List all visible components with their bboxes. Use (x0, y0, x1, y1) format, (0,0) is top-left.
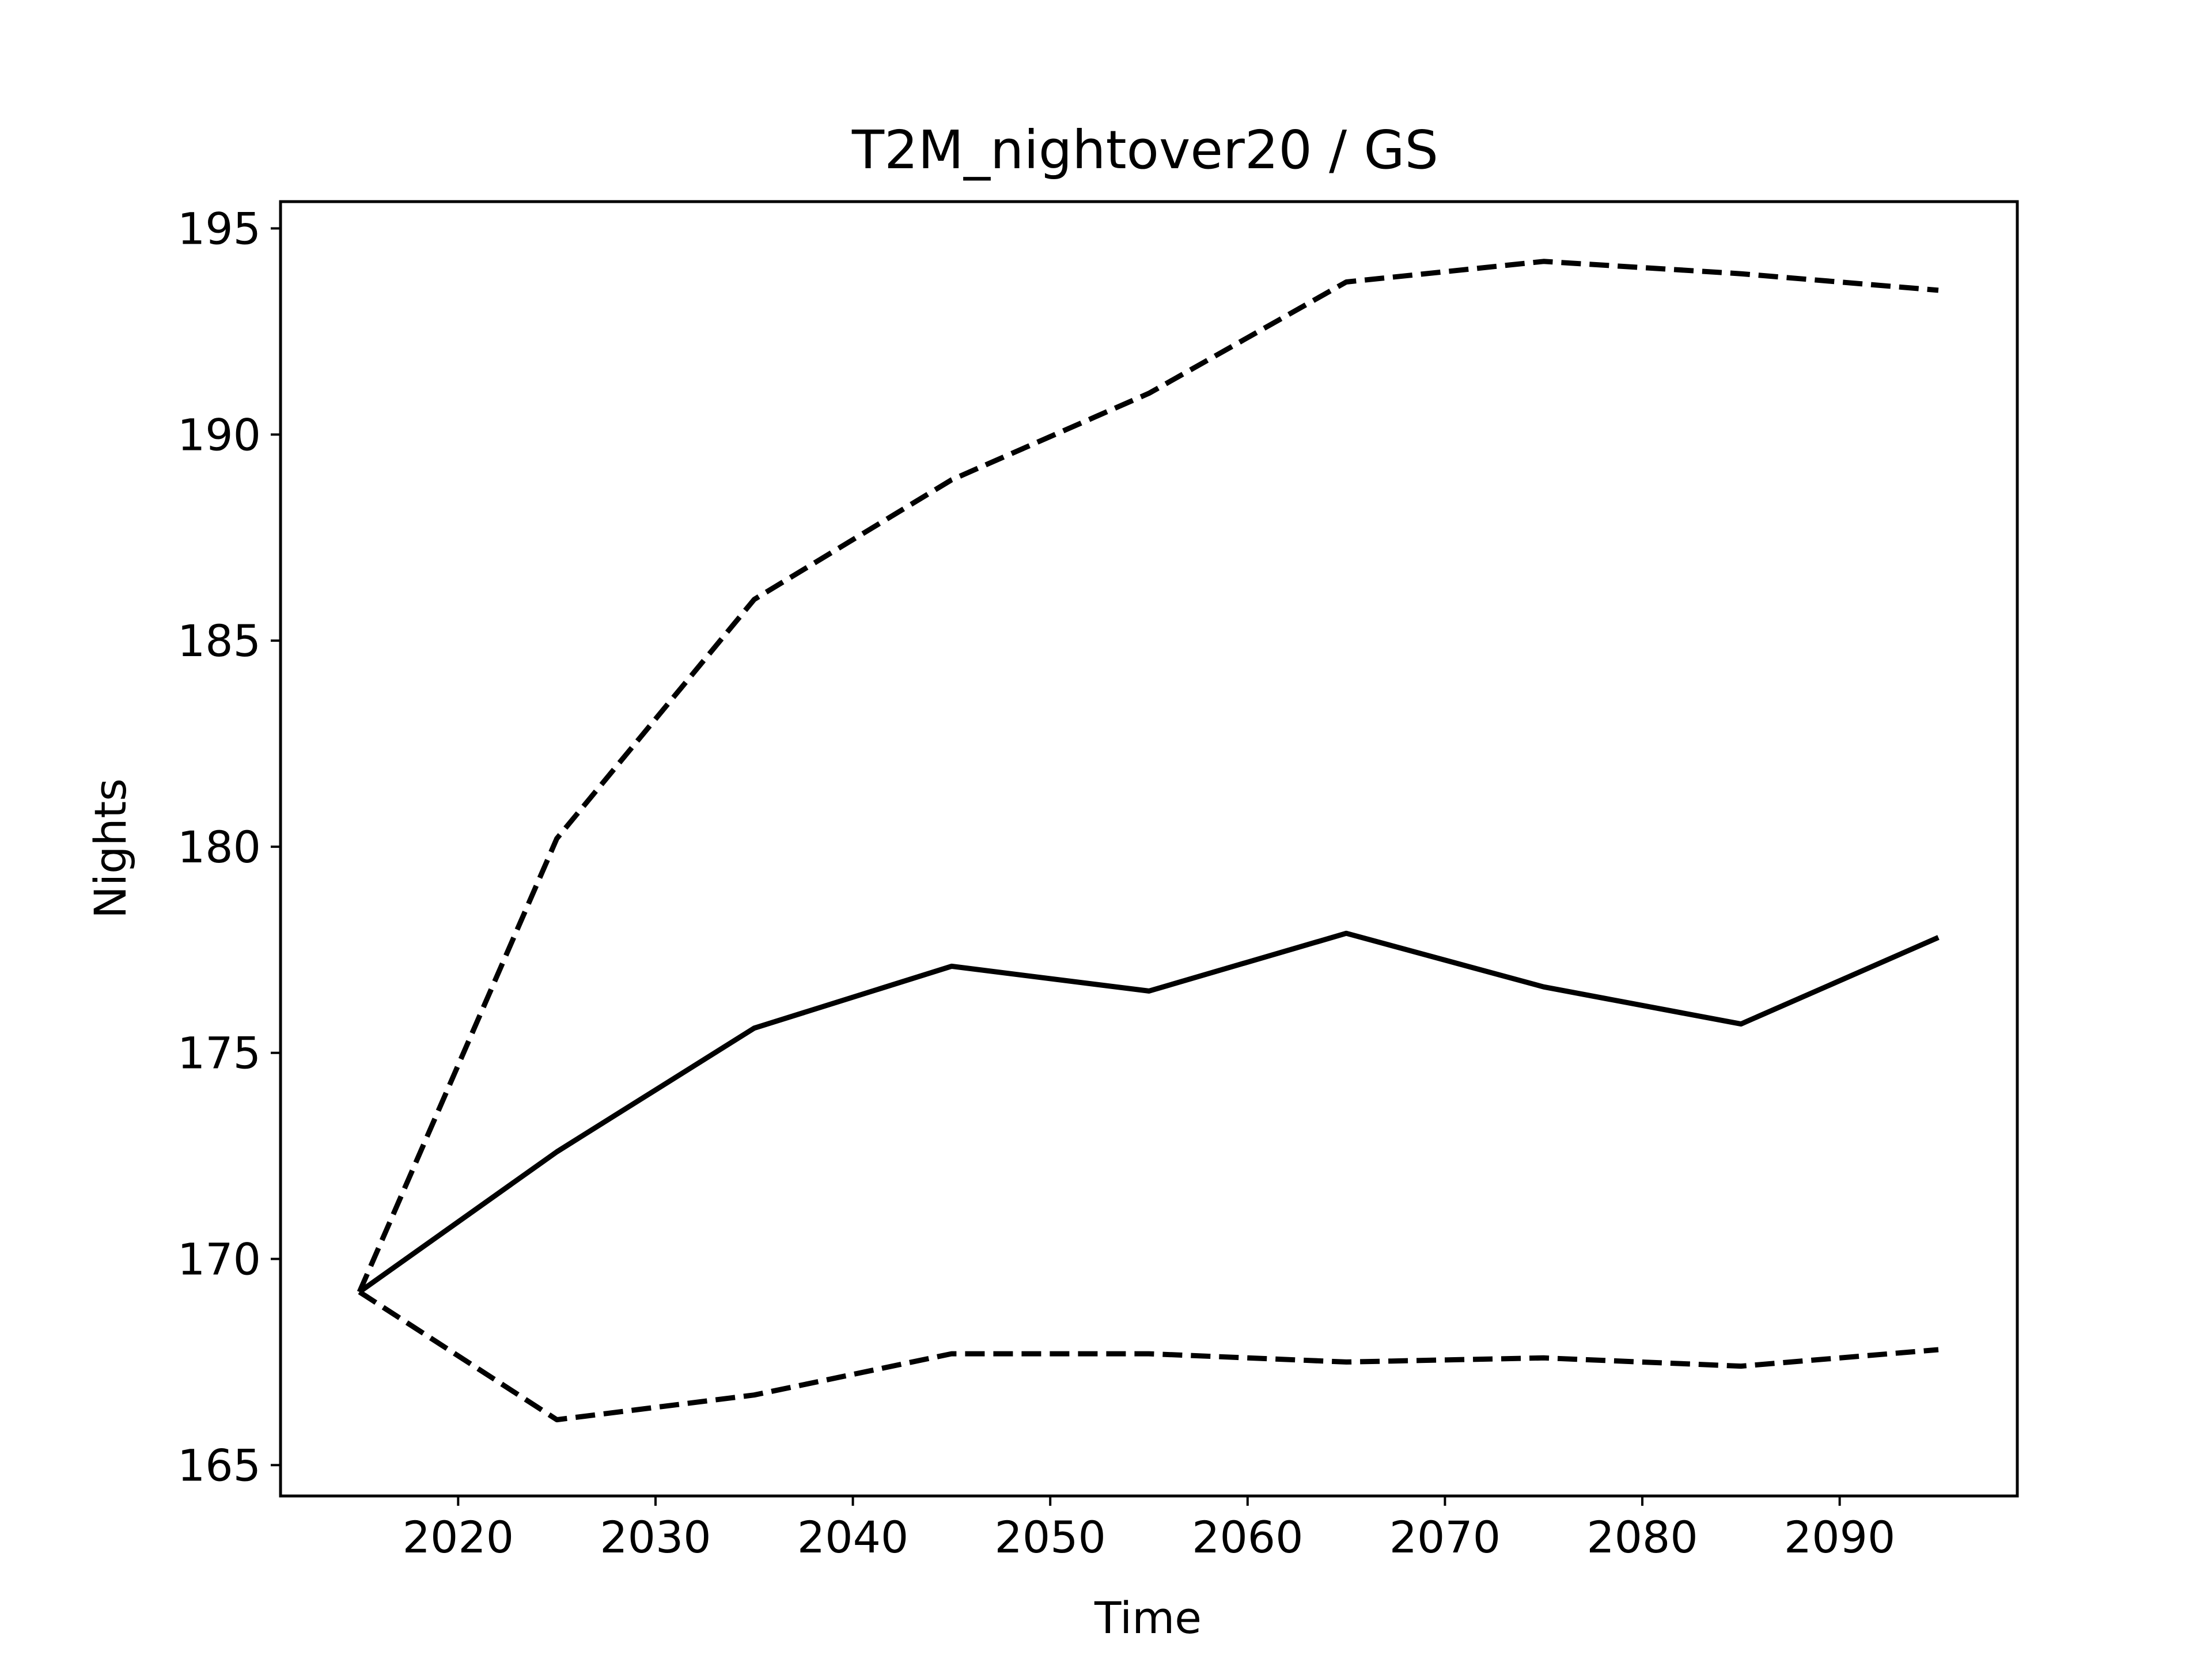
y-axis-label: Nights (85, 778, 136, 919)
y-tick-label: 170 (177, 1234, 261, 1285)
y-tick-label: 180 (177, 821, 261, 873)
x-axis: 2020 2030 2040 2050 2060 2070 2080 2090 (403, 1496, 1895, 1563)
x-tick-label: 2040 (797, 1512, 908, 1563)
x-tick-label: 2060 (1192, 1512, 1303, 1563)
y-tick-label: 190 (177, 409, 261, 460)
x-tick-label: 2050 (994, 1512, 1105, 1563)
x-tick-label: 2070 (1389, 1512, 1501, 1563)
x-tick-label: 2030 (600, 1512, 711, 1563)
x-axis-label: Time (1094, 1592, 1202, 1643)
series-layer (357, 259, 1940, 1423)
chart-title: T2M_nightover20 / GS (851, 119, 1438, 181)
y-axis: 165 170 175 180 185 190 195 (177, 203, 281, 1491)
x-tick-label: 2090 (1784, 1512, 1895, 1563)
y-tick-label: 175 (177, 1028, 261, 1079)
series-line-median-solid-line (358, 930, 1940, 1294)
x-tick-label: 2080 (1586, 1512, 1698, 1563)
y-tick-label: 195 (177, 203, 261, 255)
x-tick-label: 2020 (403, 1512, 514, 1563)
series-line-lower-bound-dashed-line (358, 1290, 1939, 1423)
y-tick-label: 165 (177, 1440, 261, 1491)
plot-area-frame (279, 200, 2019, 1498)
y-tick-label: 185 (177, 615, 261, 666)
series-line-upper-bound-dashed-line (357, 259, 1939, 1293)
